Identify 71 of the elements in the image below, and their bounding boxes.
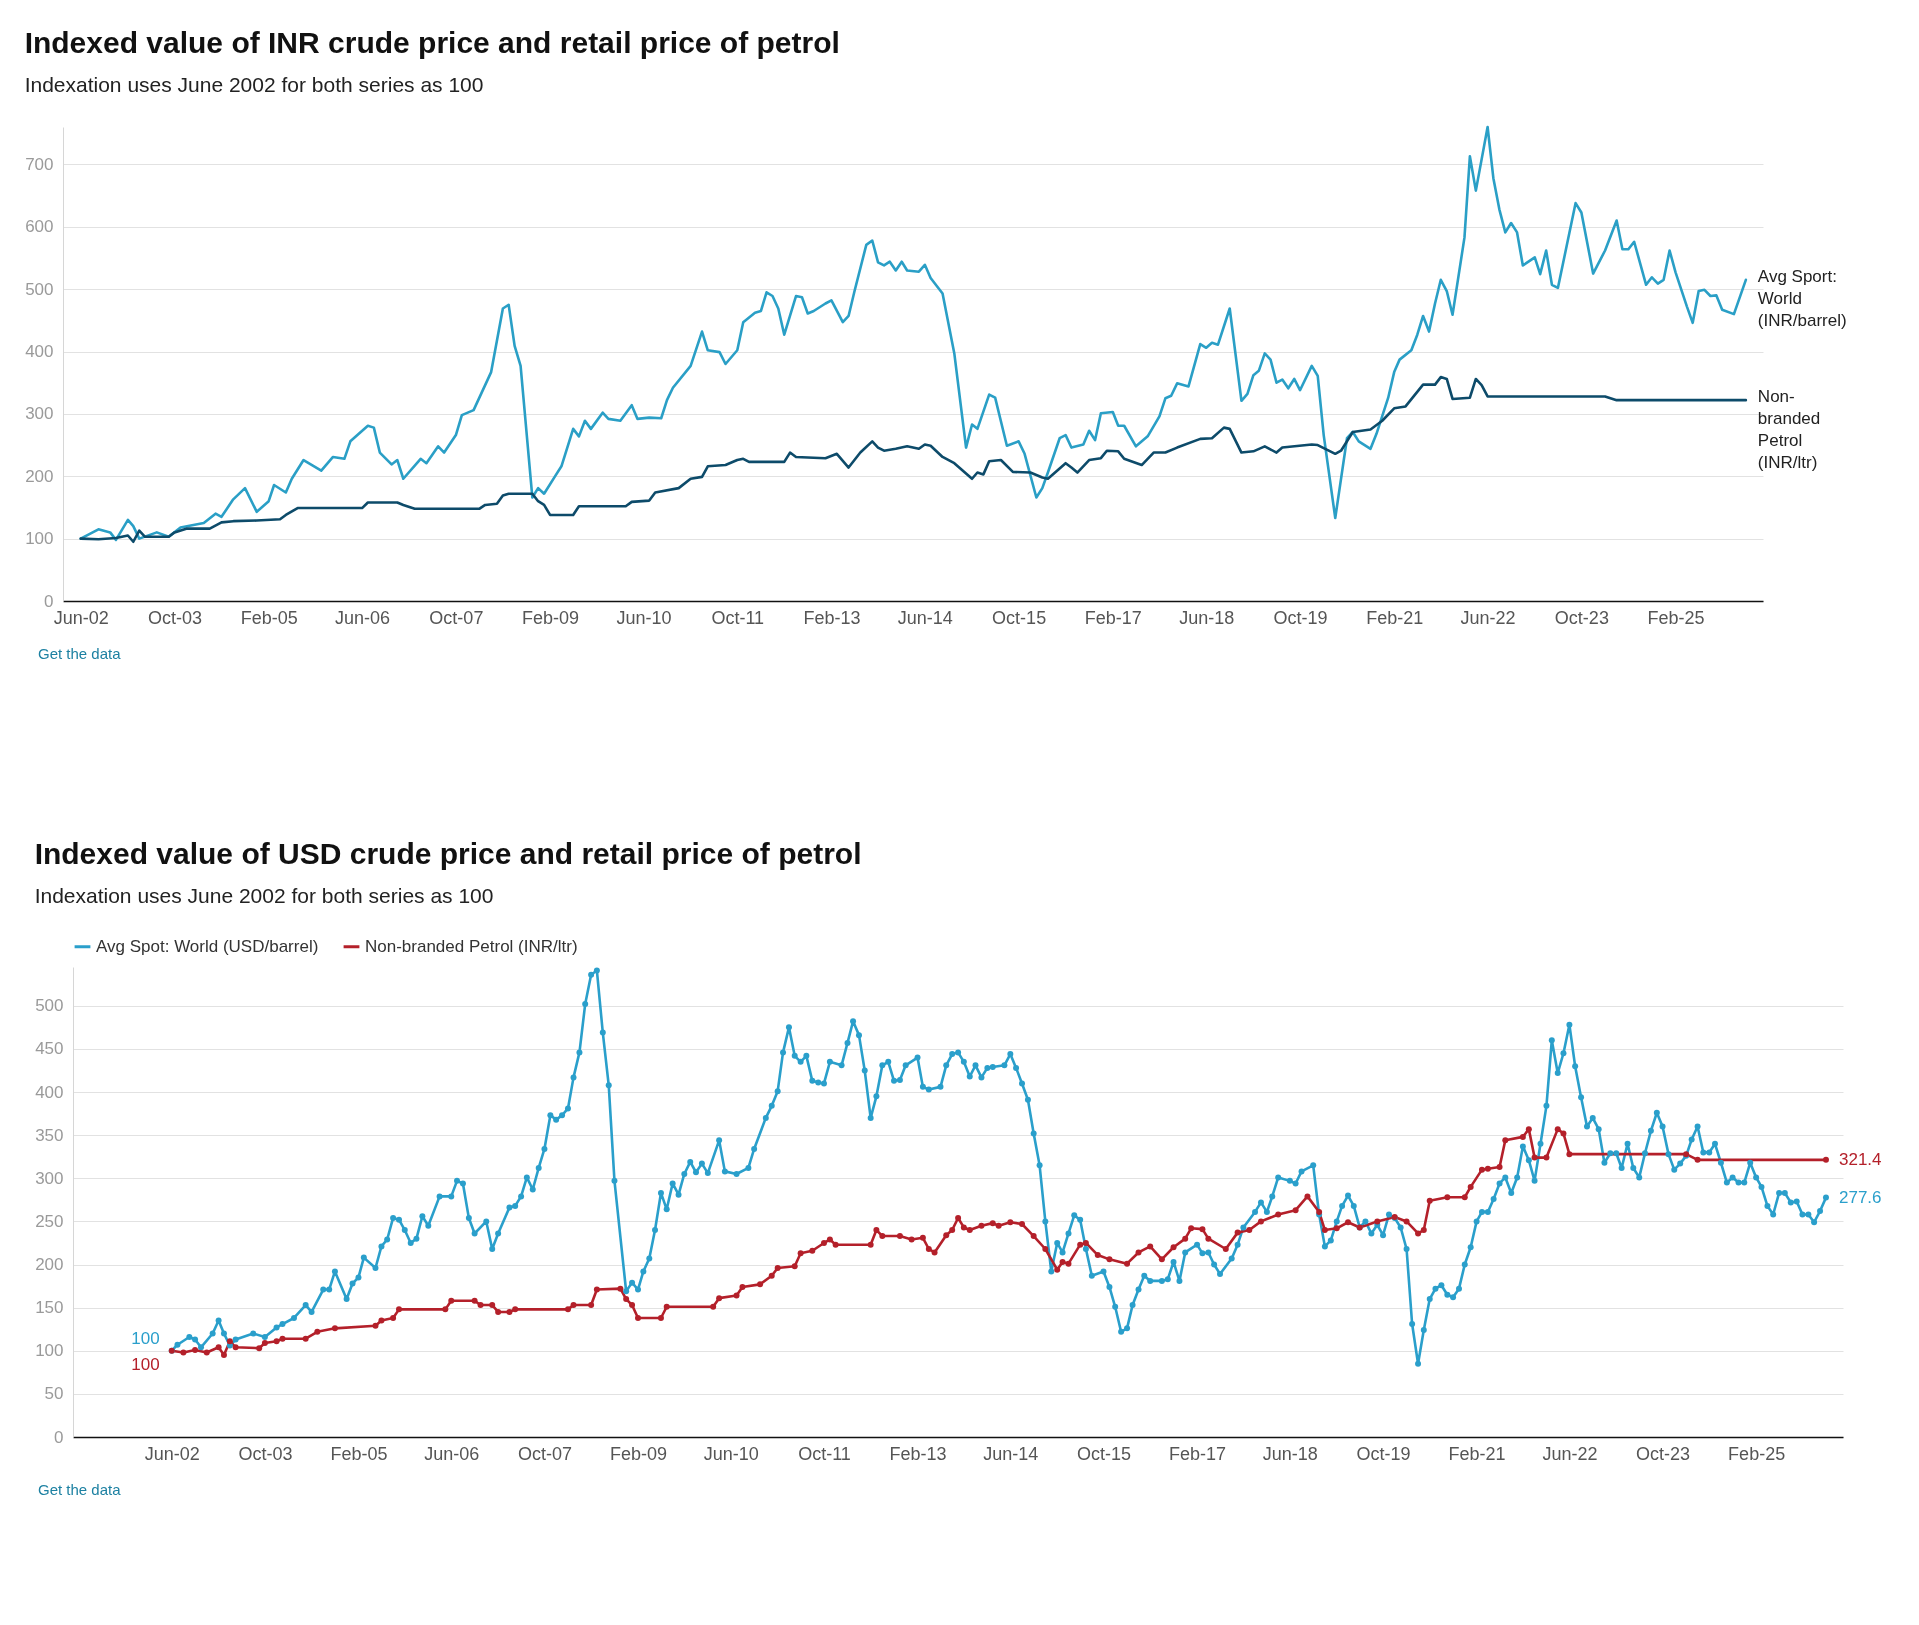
x-tick-label: Oct-23 xyxy=(1554,607,1609,628)
legend-label: Non-branded Petrol (INR/ltr) xyxy=(365,936,578,956)
line-series xyxy=(79,375,1748,544)
x-tick-label: Feb-21 xyxy=(1366,607,1424,628)
x-tick-label: Jun-18 xyxy=(1262,1443,1318,1464)
x-tick-label: Oct-15 xyxy=(992,607,1047,628)
y-tick-label: 50 xyxy=(44,1384,64,1404)
legend-label: Avg Spot: World (USD/barrel) xyxy=(96,936,319,956)
y-tick-label: 450 xyxy=(35,1039,64,1059)
x-tick-label: Jun-14 xyxy=(983,1443,1039,1464)
series-label: Non-branded Petrol (INR/ltr) xyxy=(1757,387,1821,473)
y-tick-label: 300 xyxy=(35,1168,64,1188)
x-tick-label: Oct-19 xyxy=(1273,607,1328,628)
chart-subtitle: Indexation uses June 2002 for both series as 100 xyxy=(34,884,494,907)
y-tick-label: 350 xyxy=(35,1125,64,1145)
line-series xyxy=(79,125,1748,542)
y-tick-label: 300 xyxy=(25,404,54,424)
data-label: 100 xyxy=(131,1354,160,1374)
y-tick-label: 200 xyxy=(35,1255,64,1275)
y-tick-label: 0 xyxy=(44,591,54,611)
y-tick-label: 400 xyxy=(25,342,54,362)
text: Get the data xyxy=(38,1481,121,1498)
x-tick-label: Feb-21 xyxy=(1448,1443,1506,1464)
chart-subtitle: Indexation uses June 2002 for both series as 100 xyxy=(24,72,484,96)
x-tick-label: Oct-15 xyxy=(1076,1443,1132,1464)
data-label: 277.6 xyxy=(1838,1187,1882,1207)
x-tick-label: Feb-09 xyxy=(522,607,580,628)
x-tick-label: Feb-09 xyxy=(609,1443,668,1464)
x-tick-label: Oct-23 xyxy=(1636,1443,1691,1464)
x-tick-label: Jun-02 xyxy=(53,607,109,628)
y-tick-label: 250 xyxy=(35,1211,64,1231)
data-label: 321.4 xyxy=(1838,1149,1882,1169)
x-tick-label: Oct-03 xyxy=(147,607,203,628)
y-tick-label: 150 xyxy=(35,1298,64,1318)
x-tick-label: Jun-10 xyxy=(703,1443,759,1464)
x-tick-label: Jun-18 xyxy=(1179,607,1235,628)
x-tick-label: Feb-17 xyxy=(1169,1443,1227,1464)
x-tick-label: Jun-06 xyxy=(424,1443,480,1464)
x-tick-label: Oct-03 xyxy=(238,1443,293,1464)
series-label: Avg Sport: World (INR/barrel) xyxy=(1757,266,1847,330)
x-tick-label: Oct-07 xyxy=(517,1443,572,1464)
x-tick-label: Oct-11 xyxy=(711,607,765,628)
x-tick-label: Jun-22 xyxy=(1542,1443,1598,1464)
y-tick-label: 700 xyxy=(25,154,54,174)
x-tick-label: Oct-11 xyxy=(798,1443,851,1464)
y-tick-label: 0 xyxy=(54,1427,64,1447)
x-tick-label: Jun-10 xyxy=(616,607,672,628)
x-tick-label: Feb-13 xyxy=(889,1443,947,1464)
x-tick-label: Feb-17 xyxy=(1084,607,1142,628)
x-tick-label: Oct-19 xyxy=(1356,1443,1411,1464)
chart-title: Indexed value of INR crude price and retail price of petrol xyxy=(24,25,840,59)
y-tick-label: 500 xyxy=(35,996,64,1016)
x-tick-label: Feb-05 xyxy=(330,1443,388,1464)
y-tick-label: 200 xyxy=(25,466,54,486)
chart-title: Indexed value of USD crude price and retail price of petrol xyxy=(34,837,862,870)
data-label: 100 xyxy=(131,1328,160,1348)
x-tick-label: Jun-14 xyxy=(897,607,953,628)
x-tick-label: Feb-13 xyxy=(803,607,861,628)
x-tick-label: Feb-25 xyxy=(1647,607,1705,628)
x-tick-label: Jun-06 xyxy=(335,607,391,628)
y-tick-label: 500 xyxy=(25,279,54,299)
y-tick-label: 600 xyxy=(25,217,54,237)
x-tick-label: Oct-07 xyxy=(429,607,484,628)
x-tick-label: Jun-02 xyxy=(144,1443,200,1464)
x-tick-label: Jun-22 xyxy=(1460,607,1516,628)
y-tick-label: 100 xyxy=(25,529,54,549)
text: Get the data xyxy=(38,645,121,662)
x-tick-label: Feb-25 xyxy=(1728,1443,1786,1464)
y-tick-label: 100 xyxy=(35,1341,64,1361)
y-tick-label: 400 xyxy=(35,1082,64,1102)
x-tick-label: Feb-05 xyxy=(240,607,298,628)
